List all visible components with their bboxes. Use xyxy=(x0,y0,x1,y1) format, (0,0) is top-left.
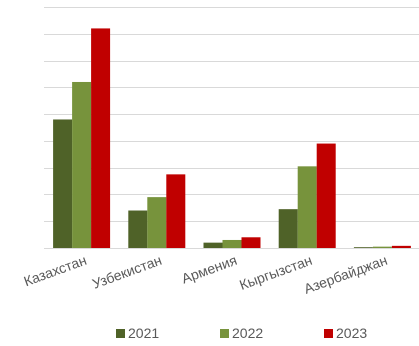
bar-2021-1 xyxy=(53,119,73,248)
bar-2022-3 xyxy=(222,239,242,248)
bar-2021-3 xyxy=(203,242,223,248)
legend-label-2022: 2022 xyxy=(232,325,263,341)
bar-2023-1 xyxy=(91,28,111,248)
legend: 2021 2022 2023 xyxy=(116,325,367,341)
x-tick-label: Азербайджан xyxy=(302,252,390,297)
bar-2022-4 xyxy=(297,166,317,248)
bar-2023-5 xyxy=(391,245,411,248)
bar-2023-2 xyxy=(166,174,186,248)
bar-2021-4 xyxy=(278,209,298,248)
bar-2022-2 xyxy=(147,197,167,248)
x-tick-label: Узбекистан xyxy=(90,252,164,292)
legend-label-2023: 2023 xyxy=(336,325,367,341)
x-tick-label: Армения xyxy=(179,252,239,287)
bar-2021-2 xyxy=(128,210,148,248)
legend-swatch-2021 xyxy=(116,329,125,338)
bar-2022-1 xyxy=(72,81,92,248)
bar-2022-5 xyxy=(372,246,392,248)
x-tick-labels: Казахстан Узбекистан АрменияКыргызстанАзер… xyxy=(22,252,390,297)
bar-2023-4 xyxy=(316,143,336,248)
legend-label-2021: 2021 xyxy=(128,325,159,341)
legend-swatch-2023 xyxy=(324,329,333,338)
x-tick-label: Казахстан xyxy=(22,252,89,289)
bars xyxy=(53,28,411,248)
bar-2023-3 xyxy=(241,237,261,248)
bar-2021-5 xyxy=(353,247,373,248)
legend-swatch-2022 xyxy=(220,329,229,338)
